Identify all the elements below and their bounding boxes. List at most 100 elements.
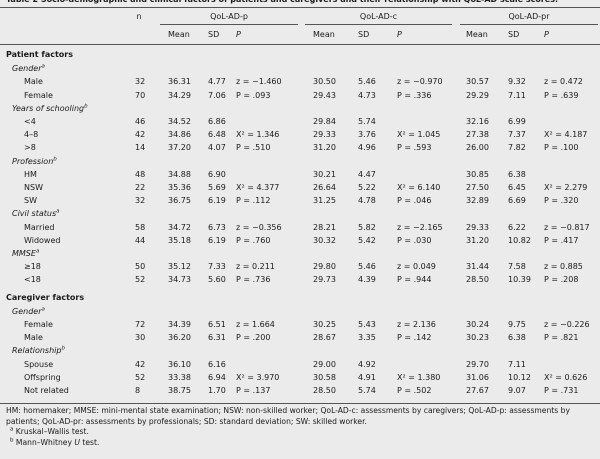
cell: 10.39 <box>508 275 531 285</box>
cell: 37.20 <box>168 143 191 153</box>
cell: P = .030 <box>397 235 432 245</box>
cell: 4.92 <box>358 359 376 369</box>
row-label: Offspring <box>24 372 61 382</box>
cell: X² = 2.279 <box>544 183 588 192</box>
cell: z = −0.226 <box>544 320 590 329</box>
sub-header: SD <box>208 30 220 39</box>
cell: 9.07 <box>508 386 526 395</box>
cell: 4.73 <box>358 90 376 100</box>
cell: 7.82 <box>508 143 526 153</box>
cell: 5.82 <box>358 222 376 232</box>
sub-header: P <box>544 30 549 39</box>
cell: 4.77 <box>208 77 226 87</box>
cell: 30.57 <box>466 77 489 87</box>
rule-line <box>460 24 598 25</box>
cell: 4.39 <box>358 275 376 285</box>
row-label: Female <box>24 90 53 100</box>
cell: P = .320 <box>544 196 579 206</box>
cell: 29.00 <box>313 359 336 369</box>
cell: 6.38 <box>508 333 526 343</box>
rule-line <box>0 7 600 8</box>
cell: P = .821 <box>544 333 579 343</box>
footnote: a Kruskal–Wallis test. <box>6 427 596 438</box>
cell: 9.75 <box>508 320 526 329</box>
cell: P = .112 <box>236 196 271 206</box>
cell: 5.74 <box>358 386 376 395</box>
cell: 6.31 <box>208 333 226 343</box>
factor-label: Gendera <box>12 63 45 74</box>
cell: z = 0.049 <box>397 262 436 272</box>
cell: 6.94 <box>208 372 226 382</box>
row-label: Widowed <box>24 235 61 245</box>
cell: 6.86 <box>208 117 226 126</box>
cell: 5.42 <box>358 235 376 245</box>
cell: X² = 4.187 <box>544 130 588 140</box>
cell: 5.74 <box>358 117 376 126</box>
cell: X² = 6.140 <box>397 183 441 192</box>
row-label: HM <box>24 169 37 179</box>
cell: 9.32 <box>508 77 526 87</box>
cell: z = −0.817 <box>544 222 590 232</box>
rule-line <box>0 44 600 45</box>
cell: 70 <box>135 90 146 100</box>
factor-label: MMSEa <box>12 248 40 258</box>
cell: 7.37 <box>508 130 526 140</box>
cell: 27.50 <box>466 183 489 192</box>
cell: P = .200 <box>236 333 271 343</box>
row-label: Male <box>24 333 43 343</box>
row-label: 4–8 <box>24 130 39 140</box>
cell: 6.99 <box>508 117 526 126</box>
cell: 5.43 <box>358 320 376 329</box>
cell: 7.06 <box>208 90 226 100</box>
cell: 10.12 <box>508 372 531 382</box>
cell: P = .336 <box>397 90 432 100</box>
cell: P = .142 <box>397 333 432 343</box>
cell: 6.16 <box>208 359 226 369</box>
factor-label: Gendera <box>12 306 45 316</box>
cell: 32 <box>135 196 146 206</box>
cell: 4.78 <box>358 196 376 206</box>
cell: X² = 1.346 <box>236 130 280 140</box>
cell: 30.25 <box>313 320 336 329</box>
cell: 29.80 <box>313 262 336 272</box>
cell: 6.69 <box>508 196 526 206</box>
cell: 6.19 <box>208 196 226 206</box>
cell: 7.33 <box>208 262 226 272</box>
sub-header: SD <box>358 30 370 39</box>
row-label: NSW <box>24 183 43 192</box>
cell: P = .502 <box>397 386 432 395</box>
cell: 28.21 <box>313 222 336 232</box>
table-caption: Table 2 Socio-demographic and clinical f… <box>6 0 558 5</box>
cell: 5.22 <box>358 183 376 192</box>
cell: 6.19 <box>208 235 226 245</box>
footnote-mark: a <box>41 63 45 70</box>
cell: 7.11 <box>508 359 526 369</box>
cell: 30.24 <box>466 320 489 329</box>
cell: 1.70 <box>208 386 226 395</box>
footnote-mark: b <box>84 103 88 110</box>
cell: 29.33 <box>466 222 489 232</box>
cell: 34.39 <box>168 320 191 329</box>
row-label: <18 <box>24 275 41 285</box>
cell: 28.50 <box>466 275 489 285</box>
sub-header: Mean <box>313 30 335 39</box>
cell: 52 <box>135 372 146 382</box>
cell: 33.38 <box>168 372 191 382</box>
cell: 42 <box>135 130 146 140</box>
cell: 32.16 <box>466 117 489 126</box>
cell: 34.52 <box>168 117 191 126</box>
cell: 31.25 <box>313 196 336 206</box>
cell: 6.90 <box>208 169 226 179</box>
row-label: >8 <box>24 143 36 153</box>
cell: 34.72 <box>168 222 191 232</box>
cell: P = .639 <box>544 90 579 100</box>
cell: 29.33 <box>313 130 336 140</box>
cell: 14 <box>135 143 146 153</box>
row-label: Spouse <box>24 359 54 369</box>
cell: 5.46 <box>358 77 376 87</box>
cell: 28.67 <box>313 333 336 343</box>
cell: 30.21 <box>313 169 336 179</box>
cell: z = −1.460 <box>236 77 282 87</box>
cell: P = .736 <box>236 275 271 285</box>
cell: 30.58 <box>313 372 336 382</box>
